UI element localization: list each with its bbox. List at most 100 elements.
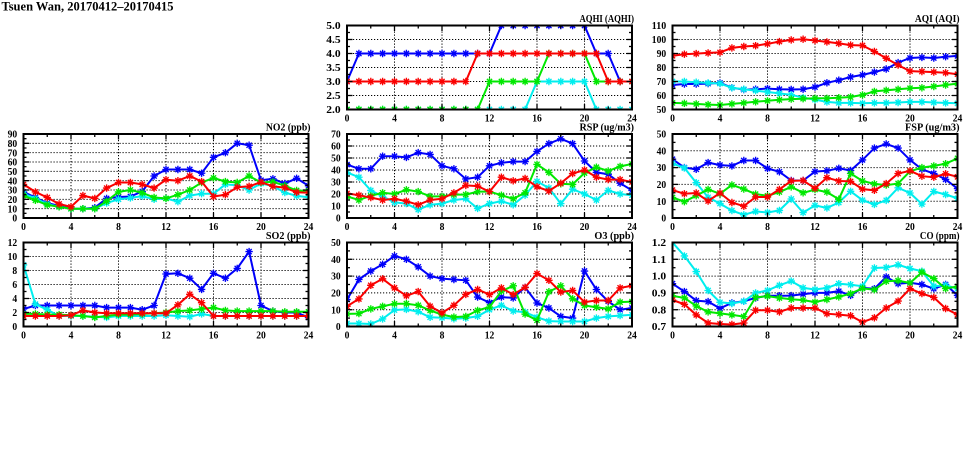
svg-text:0: 0 [345, 113, 350, 125]
svg-text:4: 4 [718, 113, 723, 125]
svg-text:4: 4 [718, 330, 723, 342]
svg-text:20: 20 [8, 194, 18, 206]
svg-text:40: 40 [331, 254, 341, 266]
svg-text:0.9: 0.9 [652, 288, 667, 300]
svg-text:4: 4 [718, 221, 723, 233]
svg-text:16: 16 [532, 221, 542, 233]
svg-text:60: 60 [331, 141, 341, 153]
svg-text:70: 70 [331, 129, 341, 141]
svg-text:AQHI (AQHI): AQHI (AQHI) [580, 13, 635, 25]
svg-text:20: 20 [905, 113, 915, 125]
svg-text:4: 4 [392, 330, 397, 342]
svg-text:Tsuen Wan, 20170412–20170415: Tsuen Wan, 20170412–20170415 [2, 0, 174, 14]
svg-text:0: 0 [670, 113, 675, 125]
svg-text:10: 10 [8, 203, 18, 215]
svg-text:2.5: 2.5 [326, 90, 341, 102]
svg-text:20: 20 [331, 189, 341, 201]
svg-text:8: 8 [440, 330, 445, 342]
svg-text:12: 12 [810, 113, 820, 125]
svg-text:8: 8 [765, 221, 770, 233]
svg-text:90: 90 [657, 48, 667, 60]
svg-text:60: 60 [657, 90, 667, 102]
svg-text:20: 20 [580, 221, 590, 233]
svg-text:70: 70 [8, 147, 18, 159]
svg-text:20: 20 [580, 330, 590, 342]
svg-text:4: 4 [12, 293, 17, 305]
svg-text:1.1: 1.1 [652, 254, 666, 266]
svg-text:50: 50 [331, 237, 341, 249]
svg-text:20: 20 [657, 179, 667, 191]
svg-text:12: 12 [485, 221, 495, 233]
svg-text:CO (ppm): CO (ppm) [920, 230, 960, 242]
svg-text:4: 4 [69, 221, 74, 233]
svg-text:20: 20 [331, 288, 341, 300]
svg-text:24: 24 [627, 113, 637, 125]
svg-text:10: 10 [331, 201, 341, 213]
svg-text:4: 4 [392, 113, 397, 125]
svg-text:8: 8 [440, 221, 445, 233]
svg-text:12: 12 [8, 237, 18, 249]
svg-text:20: 20 [580, 113, 590, 125]
svg-text:24: 24 [304, 221, 314, 233]
svg-text:NO2 (ppb): NO2 (ppb) [266, 122, 311, 134]
svg-text:1.0: 1.0 [652, 271, 667, 283]
svg-text:16: 16 [858, 113, 868, 125]
svg-text:SO2 (ppb): SO2 (ppb) [266, 230, 311, 242]
svg-text:8: 8 [440, 113, 445, 125]
svg-text:80: 80 [8, 138, 18, 150]
svg-text:4: 4 [392, 221, 397, 233]
svg-text:10: 10 [331, 304, 341, 316]
svg-text:1.2: 1.2 [652, 237, 667, 249]
svg-text:4: 4 [69, 330, 74, 342]
svg-text:10: 10 [657, 196, 667, 208]
svg-text:40: 40 [657, 145, 667, 157]
svg-text:6: 6 [12, 279, 17, 291]
svg-text:8: 8 [765, 330, 770, 342]
svg-text:16: 16 [209, 330, 219, 342]
svg-text:4.0: 4.0 [326, 48, 341, 60]
svg-text:0: 0 [12, 321, 17, 333]
svg-text:12: 12 [810, 221, 820, 233]
svg-text:0: 0 [661, 213, 666, 225]
svg-text:8: 8 [765, 113, 770, 125]
svg-text:RSP (ug/m3): RSP (ug/m3) [580, 122, 635, 134]
svg-text:20: 20 [905, 221, 915, 233]
svg-text:20: 20 [256, 330, 266, 342]
svg-text:8: 8 [116, 330, 121, 342]
svg-text:24: 24 [953, 330, 963, 342]
svg-text:50: 50 [657, 104, 667, 116]
svg-text:30: 30 [331, 271, 341, 283]
svg-text:24: 24 [627, 330, 637, 342]
svg-text:0: 0 [21, 221, 26, 233]
svg-text:8: 8 [116, 221, 121, 233]
svg-text:24: 24 [953, 221, 963, 233]
svg-text:50: 50 [657, 129, 667, 141]
svg-text:FSP (ug/m3): FSP (ug/m3) [905, 122, 960, 134]
svg-text:4.5: 4.5 [326, 34, 341, 46]
svg-text:10: 10 [8, 251, 18, 263]
svg-text:16: 16 [858, 330, 868, 342]
svg-text:12: 12 [485, 113, 495, 125]
svg-text:110: 110 [652, 20, 667, 32]
svg-text:50: 50 [8, 166, 18, 178]
svg-text:30: 30 [8, 185, 18, 197]
svg-text:16: 16 [858, 221, 868, 233]
svg-text:60: 60 [8, 157, 18, 169]
svg-text:3.5: 3.5 [326, 62, 341, 74]
svg-text:12: 12 [810, 330, 820, 342]
svg-text:90: 90 [8, 129, 18, 141]
svg-text:AQI (AQI): AQI (AQI) [915, 13, 960, 25]
svg-text:12: 12 [161, 330, 171, 342]
svg-text:0: 0 [670, 330, 675, 342]
svg-text:40: 40 [331, 165, 341, 177]
svg-text:0: 0 [670, 221, 675, 233]
svg-text:70: 70 [657, 76, 667, 88]
svg-text:3.0: 3.0 [326, 76, 341, 88]
svg-text:O3 (ppb): O3 (ppb) [594, 230, 634, 242]
svg-text:2: 2 [12, 307, 17, 319]
svg-text:0: 0 [345, 221, 350, 233]
svg-text:12: 12 [161, 221, 171, 233]
svg-text:0: 0 [336, 321, 341, 333]
svg-text:24: 24 [627, 221, 637, 233]
svg-text:8: 8 [12, 265, 17, 277]
